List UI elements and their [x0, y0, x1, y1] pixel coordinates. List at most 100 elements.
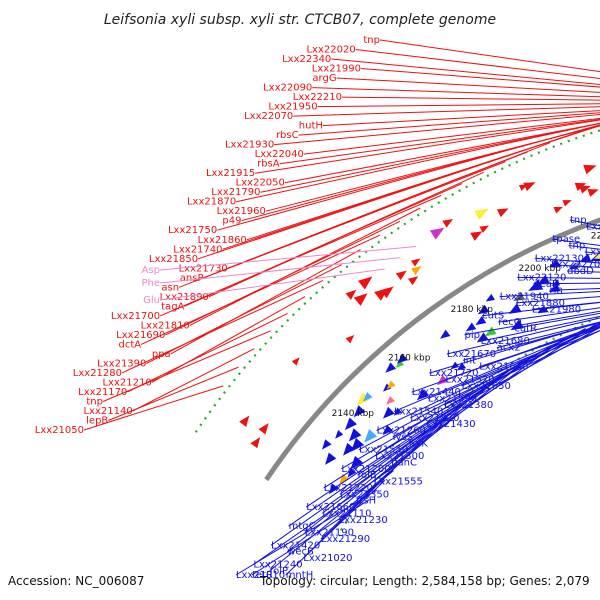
reverse-gene-label: folB	[358, 470, 377, 481]
forward-gene-label: Lxx21890	[160, 292, 209, 303]
forward-gene-label: tagA	[161, 301, 184, 312]
forward-gene-label: hutH	[299, 121, 323, 132]
forward-gene-label: Lxx22210	[293, 92, 342, 103]
label-leader-line	[235, 489, 378, 576]
label-leader-line	[499, 291, 600, 298]
kbp-tick-label: 2220 kbp	[591, 232, 600, 242]
gene-feature	[382, 424, 393, 435]
label-leader-line	[285, 479, 386, 576]
reverse-gene-label: Lxx22150	[585, 247, 600, 258]
label-leader-line	[379, 39, 600, 73]
forward-gene-label: Lxx21990	[312, 64, 361, 75]
gene-feature	[410, 266, 422, 276]
gene-feature	[335, 430, 344, 439]
gene-feature	[513, 291, 526, 302]
label-leader-line	[393, 324, 600, 412]
forward-gene-label: Lxx21870	[187, 197, 236, 208]
label-leader-line	[279, 118, 600, 165]
forward-gene-label: Lxx21950	[268, 102, 317, 113]
reverse-gene-label: Lxx21320	[410, 413, 459, 424]
reverse-gene-label: Lxx21670	[447, 349, 496, 360]
label-leader-line	[376, 323, 600, 431]
label-leader-line	[390, 339, 564, 463]
gene-feature	[470, 231, 483, 241]
label-leader-line	[322, 110, 600, 127]
gene-feature	[465, 322, 477, 332]
gene-feature	[485, 293, 495, 302]
reverse-gene-label: Lxx21290	[321, 534, 370, 545]
gene-feature	[345, 289, 357, 300]
reverse-gene-label: cutS	[482, 311, 504, 322]
reverse-gene-label: wecB	[287, 547, 314, 558]
reverse-gene-label: Lxx21440	[412, 387, 461, 398]
rna-gene-label: Asp	[142, 265, 160, 276]
reverse-gene-label: Lxx21555	[374, 477, 423, 488]
gene-feature	[456, 362, 467, 371]
label-leader-line	[286, 442, 420, 553]
forward-gene-label: lepB	[86, 416, 108, 427]
reverse-gene-label: Lxx21260	[377, 426, 426, 437]
forward-gene-label: argG	[312, 73, 336, 84]
gene-feature	[553, 206, 563, 214]
gene-feature	[537, 274, 550, 284]
forward-gene-label: tnp	[363, 35, 380, 46]
rna-gene-label: Phe	[141, 278, 160, 289]
reverse-gene-label: Lxx21230	[339, 515, 388, 526]
label-leader-line	[533, 282, 600, 285]
label-leader-line	[357, 351, 541, 476]
forward-gene-label: rbsC	[276, 130, 299, 141]
label-leader-line	[121, 279, 324, 374]
label-leader-line	[159, 195, 442, 317]
gene-feature	[429, 227, 445, 240]
forward-gene-label: Lxx21740	[173, 244, 222, 255]
feature-track	[239, 164, 600, 495]
forward-gene-label: dctA	[118, 339, 141, 350]
gene-feature	[416, 388, 429, 401]
gene-feature	[353, 293, 368, 306]
gene-feature	[440, 329, 451, 339]
label-leader-line	[303, 117, 600, 155]
backbone-line	[264, 217, 600, 482]
reverse-gene-label: mtgC	[289, 521, 316, 532]
gene-feature	[579, 185, 591, 194]
label-leader-line	[165, 220, 401, 336]
gene-feature	[395, 270, 407, 281]
label-leader-line	[83, 385, 224, 431]
label-leader-line	[514, 312, 600, 329]
label-leader-line	[127, 312, 288, 393]
forward-gene-label: tnp	[86, 397, 103, 408]
gene-feature	[477, 304, 490, 315]
gene-feature	[343, 442, 355, 456]
topology-summary: Topology: circular; Length: 2,584,158 bp…	[259, 574, 590, 588]
label-leader-line	[517, 276, 600, 279]
reverse-gene-label: rin	[550, 285, 563, 296]
reverse-gene-label: tpase	[552, 234, 580, 245]
forward-gene-label: Lxx21860	[198, 235, 247, 246]
reverse-gene-label: cutR	[514, 323, 537, 334]
gene-labels: tnpLxx22020Lxx22340Lxx21990argGLxx22090L…	[35, 35, 600, 581]
forward-gene-label: Lxx22040	[255, 149, 304, 160]
forward-gene-label: ansP	[180, 273, 204, 284]
label-leader-line	[360, 68, 600, 88]
kbp-tick-label: 2180 kbp	[451, 305, 494, 315]
gene-feature	[395, 359, 405, 368]
forward-gene-label: Lxx21750	[168, 225, 217, 236]
label-leader-line	[305, 385, 488, 508]
gene-feature	[408, 276, 419, 286]
gene-feature	[357, 276, 373, 290]
reverse-gene-label: mntH	[286, 570, 314, 581]
reverse-gene-label: Lxx22130	[535, 253, 584, 264]
reverse-gene-label: deaD	[533, 279, 560, 290]
gene-feature	[410, 258, 421, 267]
label-leader-line	[331, 58, 600, 85]
kbp-tick-label: 2200 kbp	[519, 264, 562, 274]
accession-text: Accession: NC_006087	[8, 574, 144, 588]
gene-feature	[479, 225, 489, 233]
rna-leader-line	[159, 246, 417, 271]
reverse-gene-label: dbdD	[567, 266, 594, 277]
gene-feature	[350, 437, 365, 452]
gene-feature	[350, 455, 364, 470]
reverse-gene-label: Lxx21720	[429, 368, 478, 379]
label-leader-line	[151, 296, 306, 383]
label-leader-line	[411, 324, 600, 393]
